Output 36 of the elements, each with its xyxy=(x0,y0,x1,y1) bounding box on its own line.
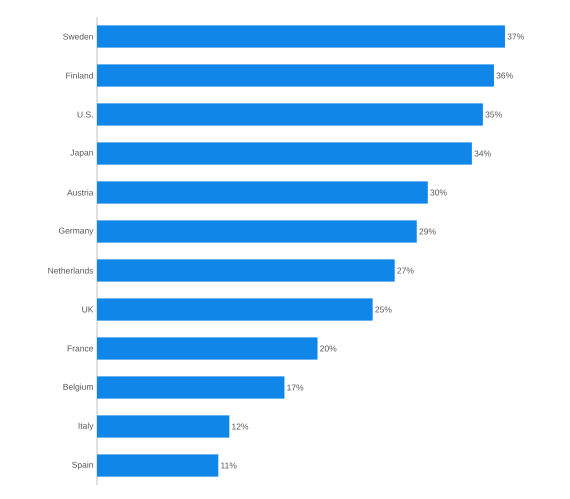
y-tick-label: Italy xyxy=(78,422,94,430)
bar xyxy=(97,376,284,399)
y-tick-label: Spain xyxy=(72,462,93,470)
bar xyxy=(97,181,428,204)
bar xyxy=(97,25,505,48)
data-label: 17% xyxy=(287,384,304,390)
y-tick-label: U.S. xyxy=(78,112,93,118)
data-label: 35% xyxy=(485,112,502,118)
y-tick-label: UK xyxy=(82,306,94,312)
bar xyxy=(97,103,483,126)
data-label: 29% xyxy=(419,228,436,235)
y-tick-label: Belgium xyxy=(63,384,93,392)
data-label: 30% xyxy=(430,190,447,196)
y-tick-label: Netherlands xyxy=(48,267,94,274)
bar xyxy=(97,337,318,360)
bar xyxy=(97,298,373,321)
y-tick-label: Germany xyxy=(58,228,94,236)
y-tick-label: France xyxy=(68,346,94,352)
y-tick-label: Austria xyxy=(67,189,94,196)
y-tick-label: Sweden xyxy=(63,33,93,40)
bar xyxy=(97,142,472,165)
bar xyxy=(97,259,395,282)
y-tick-label: Finland xyxy=(66,72,93,79)
data-label: 25% xyxy=(375,306,392,313)
data-label: 34% xyxy=(474,150,491,157)
data-label: 12% xyxy=(232,424,248,430)
data-label: 20% xyxy=(320,346,336,352)
bar xyxy=(97,64,494,87)
bar xyxy=(97,415,230,438)
data-label: 36% xyxy=(496,72,513,79)
data-label: 11% xyxy=(221,462,237,468)
data-label: 37% xyxy=(507,34,524,40)
data-label: 27% xyxy=(397,268,414,274)
bar xyxy=(97,220,417,243)
bar xyxy=(97,454,218,477)
y-tick-label: Japan xyxy=(70,150,93,158)
